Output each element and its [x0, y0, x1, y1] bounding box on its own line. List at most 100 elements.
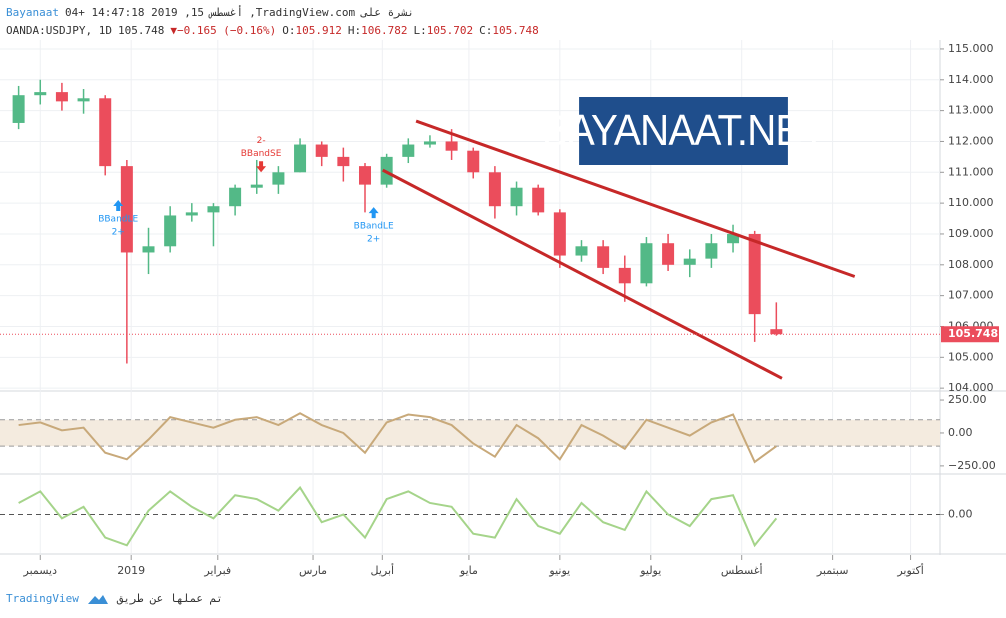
- x-tick-label: أبريل: [371, 563, 395, 577]
- candle-body: [77, 98, 90, 102]
- signal-label: BBandLE: [98, 215, 138, 225]
- site: ,TradingView.com: [249, 6, 356, 19]
- candle-body: [510, 187, 523, 207]
- x-tick-label: أغسطس: [721, 563, 763, 577]
- candle-body: [185, 212, 198, 216]
- candle-body: [337, 156, 350, 167]
- y-tick-label: 107.000: [948, 289, 994, 302]
- x-tick-label: سبتمبر: [816, 564, 849, 577]
- publish-line: Bayanaat 04+ 14:47:18 2019 ,15 أغسطس ,Tr…: [6, 6, 414, 19]
- y-tick-label: 111.000: [948, 165, 994, 178]
- published-on: نشرة على: [361, 6, 415, 19]
- candle-body: [229, 187, 242, 207]
- signal-label: 2-: [257, 136, 266, 146]
- l: 105.702: [426, 24, 474, 37]
- y-tick-label: 105.000: [948, 350, 994, 363]
- signal-label: 2+: [367, 235, 380, 245]
- signal-arrow: [113, 200, 124, 212]
- footer: TradingView تم عملها عن طريق: [6, 592, 223, 605]
- author: Bayanaat: [6, 6, 59, 19]
- symbol: OANDA:USDJPY, 1D: [6, 24, 112, 37]
- candle-body: [99, 98, 112, 167]
- candle-body: [12, 95, 25, 123]
- y-tick-label: 115.000: [948, 42, 994, 55]
- y-tick-label: 113.000: [948, 104, 994, 117]
- candle-body: [423, 141, 436, 145]
- candle-body: [532, 187, 545, 213]
- candle-body: [250, 184, 263, 188]
- indicator-line: [18, 412, 777, 464]
- candle-body: [683, 258, 696, 265]
- x-tick-label: يوليو: [639, 564, 661, 577]
- candle-body: [359, 166, 372, 185]
- c: 105.748: [492, 24, 539, 37]
- candle-body: [445, 141, 458, 151]
- made-by: تم عملها عن طريق: [116, 592, 223, 605]
- brand: TradingView: [6, 592, 79, 605]
- candle-body: [315, 144, 328, 157]
- y-tick-label: 112.000: [948, 134, 994, 147]
- x-tick-label: فبراير: [203, 564, 231, 577]
- y-tick-label: 110.000: [948, 196, 994, 209]
- candle-body: [402, 144, 415, 157]
- h: 106.782: [361, 24, 408, 37]
- change: −0.165 (−0.16%): [176, 24, 277, 37]
- y-tick-label: 109.000: [948, 227, 994, 240]
- x-tick-label: ديسمبر: [23, 564, 58, 577]
- y-tick-label: 250.00: [948, 393, 987, 406]
- candle-body: [748, 233, 761, 315]
- candle-body: [727, 233, 740, 244]
- candle-body: [164, 215, 177, 247]
- candle-body: [597, 246, 610, 268]
- last: 105.748: [117, 24, 165, 37]
- candle-body: [553, 212, 566, 256]
- signal-label: BBandLE: [354, 222, 394, 232]
- y-tick-label: −250.00: [948, 459, 996, 472]
- brand-icon: [87, 594, 108, 604]
- h-label: H:: [347, 24, 362, 37]
- candle-body: [705, 243, 718, 259]
- month: أغسطس: [210, 6, 244, 19]
- last-price-tag-bg: [941, 326, 999, 343]
- candle-body: [272, 172, 285, 185]
- indicator-line: [18, 485, 778, 548]
- y-tick-label: 114.000: [948, 73, 994, 86]
- candle-body: [467, 150, 480, 173]
- candle-body: [640, 243, 653, 284]
- arrow: ▼: [170, 24, 177, 37]
- o-label: O:: [282, 24, 296, 37]
- candle-body: [575, 246, 588, 256]
- candle-body: [488, 172, 501, 207]
- candle-body: [55, 92, 68, 102]
- x-tick-label: مارس: [299, 564, 327, 577]
- y-tick-label: 104.000: [948, 381, 994, 394]
- candle-body: [142, 246, 155, 253]
- candle-body: [120, 166, 133, 253]
- y-tick-label: 108.000: [948, 258, 994, 271]
- signal-label: BBandSE: [241, 149, 282, 159]
- o: 105.912: [295, 24, 342, 37]
- x-tick-label: مايو: [459, 564, 478, 577]
- candle-body: [770, 329, 783, 335]
- trend-line: [382, 168, 783, 380]
- x-tick-label: يونيو: [548, 564, 570, 577]
- l-label: L:: [413, 24, 427, 37]
- c-label: C:: [479, 24, 493, 37]
- trend-line: [415, 119, 856, 278]
- signal-label: 2+: [112, 228, 125, 238]
- quote-line: OANDA:USDJPY, 1D 105.748 ▼ −0.165 (−0.16…: [6, 24, 539, 37]
- band-fill: [0, 419, 940, 447]
- y-tick-label: 0.00: [948, 508, 973, 521]
- candle-body: [294, 144, 307, 173]
- candle-body: [662, 243, 675, 265]
- last-price-tag: 105.748: [948, 327, 998, 340]
- watermark-logo: BAYANAAT.NET: [542, 97, 826, 165]
- signal-arrow: [256, 161, 267, 173]
- candle-body: [34, 92, 47, 96]
- signal-arrow: [368, 207, 379, 219]
- chart: ديسمبر 2019 فبراير مارس أبريل مايو يونيو يوليو أ…: [0, 40, 1006, 577]
- stamp: 04+ 14:47:18 2019 ,15: [64, 6, 205, 19]
- candle-body: [618, 267, 631, 284]
- candle-body: [207, 206, 220, 213]
